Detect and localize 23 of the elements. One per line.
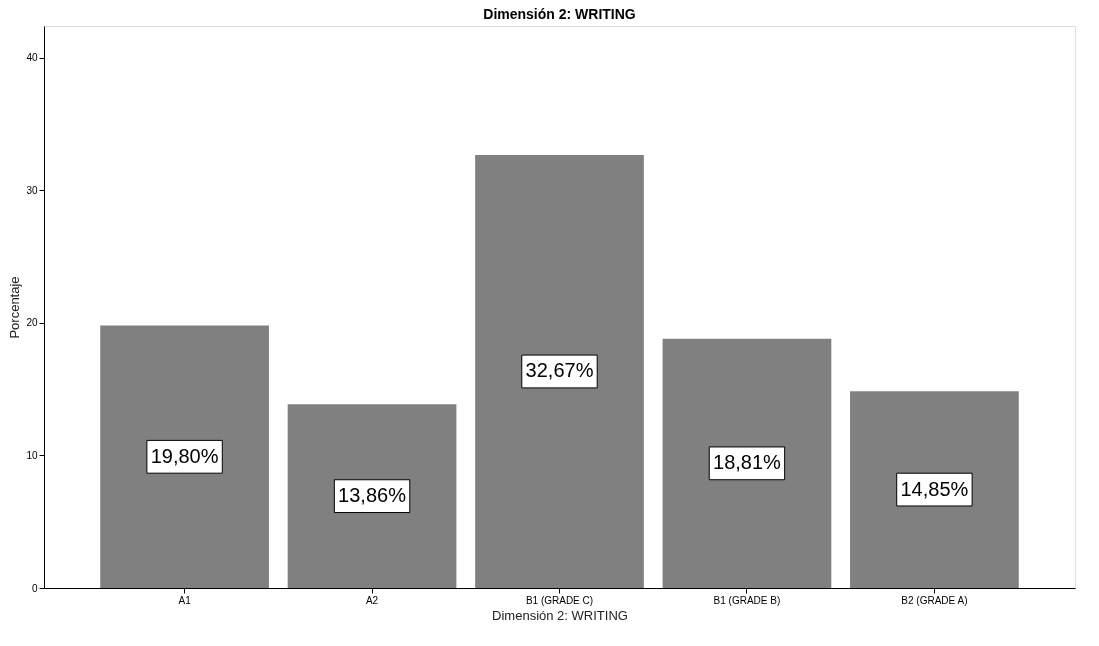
y-tick-label: 10 bbox=[26, 449, 38, 461]
chart-title: Dimensión 2: WRITING bbox=[483, 6, 636, 22]
data-label: 19,80% bbox=[150, 444, 219, 467]
x-tick-label: B1 (GRADE C) bbox=[525, 594, 594, 606]
bar bbox=[287, 404, 457, 588]
bar bbox=[662, 338, 832, 588]
data-label: 13,86% bbox=[338, 484, 407, 507]
x-tick-label: B1 (GRADE B) bbox=[713, 594, 781, 606]
y-tick-label: 0 bbox=[31, 582, 38, 594]
x-axis-title: Dimensión 2: WRITING bbox=[492, 607, 628, 623]
bar bbox=[100, 325, 269, 588]
bar bbox=[850, 391, 1019, 588]
data-label: 14,85% bbox=[900, 477, 969, 500]
y-tick-label: 30 bbox=[26, 184, 38, 196]
x-tick-label: A2 bbox=[365, 594, 379, 606]
y-tick-label: 20 bbox=[26, 317, 38, 329]
bar bbox=[475, 154, 644, 588]
data-label: 32,67% bbox=[525, 359, 594, 382]
y-axis-title: Porcentaje bbox=[7, 276, 23, 339]
data-label: 18,81% bbox=[713, 451, 782, 474]
x-tick-label: A1 bbox=[178, 594, 192, 606]
y-tick-label: 40 bbox=[26, 52, 38, 64]
x-tick-label: B2 (GRADE A) bbox=[901, 594, 968, 606]
